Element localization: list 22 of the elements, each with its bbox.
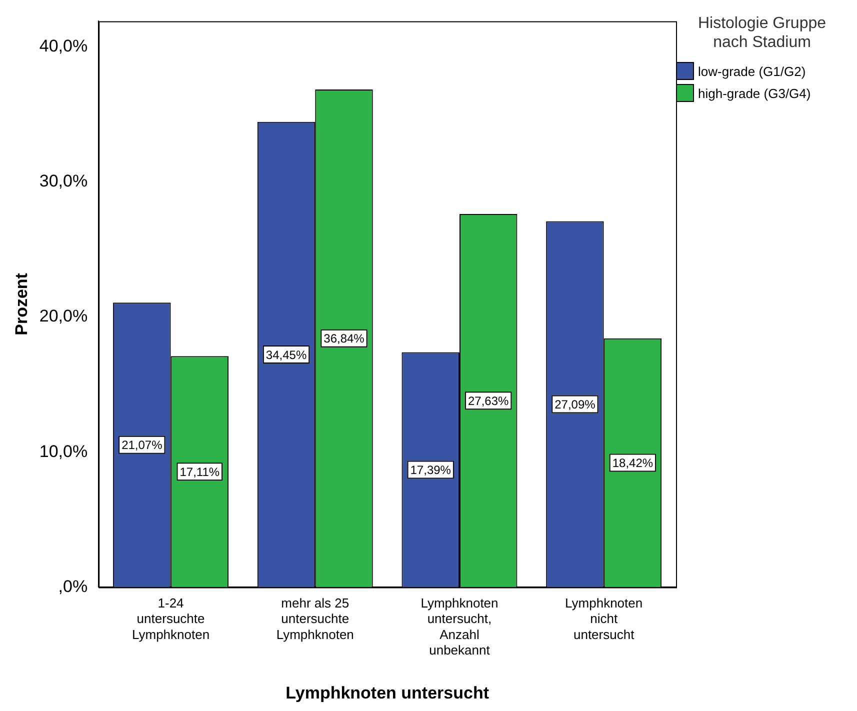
- legend-label: high-grade (G3/G4): [698, 86, 811, 100]
- x-tick-label: Lymphknoten nicht untersucht: [565, 596, 643, 642]
- data-label: 36,84%: [324, 332, 365, 346]
- data-label: 34,45%: [266, 348, 307, 362]
- y-axis-title: Prozent: [12, 272, 31, 336]
- data-label: 21,07%: [122, 438, 163, 452]
- y-tick-label: ,0%: [58, 576, 88, 596]
- legend-label: low-grade (G1/G2): [698, 64, 806, 78]
- y-tick-label: 10,0%: [39, 442, 88, 461]
- y-tick-label: 30,0%: [39, 172, 88, 191]
- x-tick-label: mehr als 25 untersuchte Lymphknoten: [276, 596, 354, 642]
- x-axis-title: Lymphknoten untersucht: [286, 683, 490, 702]
- data-label: 17,11%: [180, 464, 220, 479]
- x-tick-label: Lymphknoten untersucht, Anzahl unbekannt: [420, 596, 498, 658]
- data-label: 17,39%: [410, 463, 452, 478]
- data-label: 27,09%: [554, 398, 596, 412]
- x-tick-label: 1-24 untersuchte Lymphknoten: [132, 596, 210, 642]
- data-label: 18,42%: [612, 456, 654, 470]
- y-tick-label: 40,0%: [39, 36, 88, 56]
- y-tick-label: 20,0%: [39, 306, 88, 326]
- legend-title: Histologie Gruppe nach Stadium: [697, 14, 827, 52]
- data-label: 27,63%: [468, 394, 510, 408]
